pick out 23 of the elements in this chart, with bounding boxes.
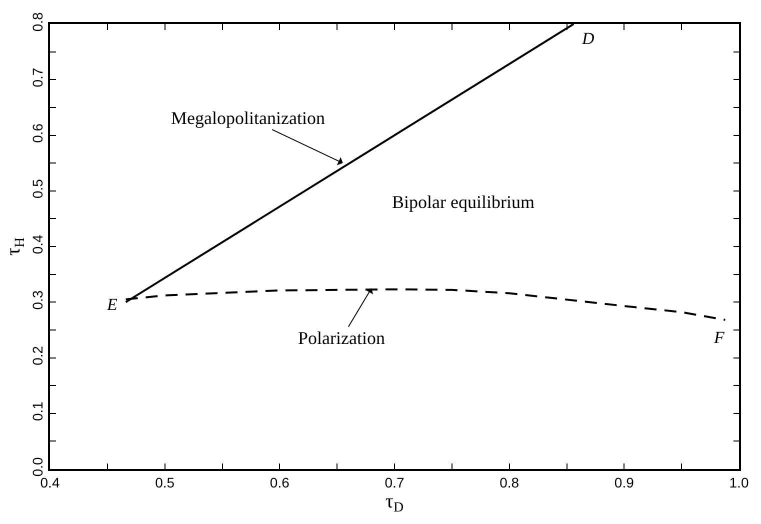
x-tick-label: 0.9 <box>614 474 634 491</box>
annotation: D <box>581 29 595 48</box>
x-axis-title: τ$_{D}$ <box>385 490 404 516</box>
x-tick-label: 1.0 <box>729 474 749 491</box>
x-tick-label: 0.5 <box>155 474 175 491</box>
y-tick-label: 0.4 <box>30 234 46 254</box>
x-tick-label: 0.4 <box>40 474 60 491</box>
y-tick-label: 0.1 <box>30 401 46 422</box>
y-tick-label: 0.5 <box>30 178 46 199</box>
annotation: Megalopolitanization <box>171 108 325 128</box>
x-tick-label: 0.8 <box>500 474 520 491</box>
y-tick-label: 0.7 <box>30 68 46 88</box>
y-tick-label: 0.6 <box>30 123 46 143</box>
annotation: F <box>713 328 725 347</box>
x-tick-label: 0.6 <box>270 474 290 491</box>
x-tick-label: 0.7 <box>384 474 404 491</box>
annotation: E <box>106 295 118 314</box>
y-tick-label: 0.0 <box>30 456 46 477</box>
y-tick-label: 0.8 <box>30 12 46 32</box>
y-tick-label: 0.2 <box>30 346 46 366</box>
annotation: Polarization <box>298 328 385 348</box>
y-tick-label: 0.3 <box>30 290 46 310</box>
annotation: Bipolar equilibrium <box>392 192 534 212</box>
